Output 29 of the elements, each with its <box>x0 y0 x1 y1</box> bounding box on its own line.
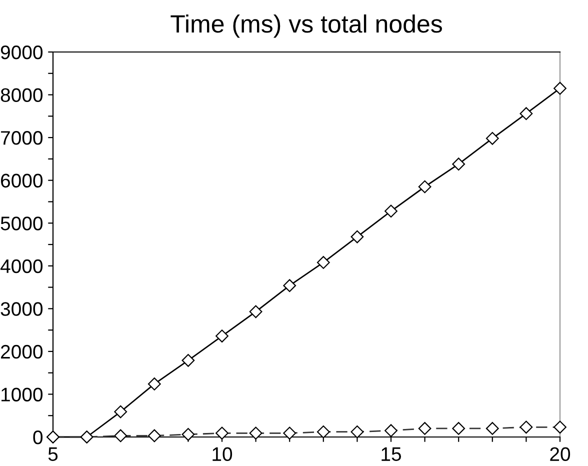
point <box>384 204 398 218</box>
point <box>148 378 161 390</box>
point <box>554 82 566 95</box>
point <box>350 230 364 244</box>
point <box>418 180 432 194</box>
y-tick-label: 6000 <box>1 174 43 188</box>
y-tick-label: 4000 <box>0 259 43 274</box>
y-tick-label: 2000 <box>1 344 43 359</box>
point <box>249 305 262 318</box>
y-tick-label: 7000 <box>1 131 43 145</box>
point <box>182 354 195 367</box>
y-tick-label: 5000 <box>0 216 43 230</box>
y-tick-label: 8000 <box>0 88 43 102</box>
x-tick-label: 20 <box>550 447 570 462</box>
x-tick-label: 5 <box>48 447 58 462</box>
x-tick-label: 15 <box>382 447 401 462</box>
y-tick-label: 9000 <box>0 45 43 60</box>
y-tick-label: 0 <box>33 430 43 444</box>
point <box>486 132 499 145</box>
x-tick-label: 10 <box>212 447 232 462</box>
point <box>316 256 330 269</box>
point <box>283 279 296 292</box>
y-tick-label: 3000 <box>0 302 43 316</box>
point <box>452 158 466 171</box>
point <box>520 107 533 120</box>
y-tick-label: 1000 <box>2 388 43 402</box>
chart-title: Time (ms) vs total nodes <box>170 14 442 38</box>
point <box>216 330 228 342</box>
point <box>114 405 128 418</box>
